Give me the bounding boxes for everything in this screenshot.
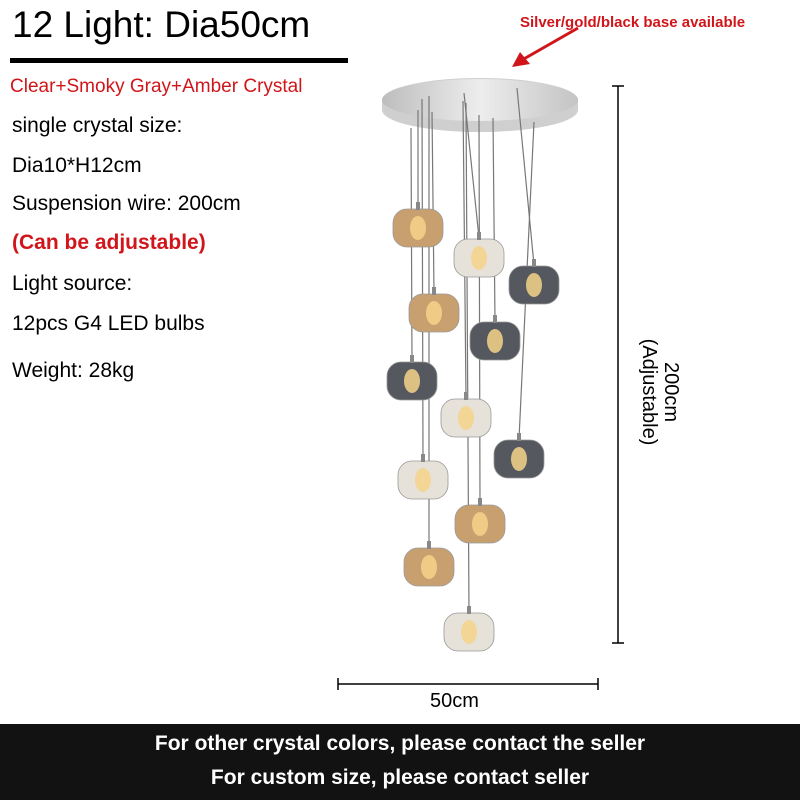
crystal-pendant-amber (392, 202, 444, 248)
crystal-pendant-smoky (493, 433, 545, 479)
spec-weight: Weight: 28kg (12, 359, 135, 382)
suspension-wire (492, 117, 496, 322)
bulb-icon (461, 620, 477, 644)
spec-suspension-wire: Suspension wire: 200cm (12, 192, 241, 215)
height-dimension-line (612, 85, 624, 644)
banner-line-size: For custom size, please contact seller (210, 766, 590, 789)
crystal-pendant-amber (454, 498, 506, 544)
spec-adjustable-note: (Can be adjustable) (12, 231, 206, 254)
bulb-icon (415, 468, 431, 492)
spec-light-source-value: 12pcs G4 LED bulbs (12, 312, 205, 335)
width-dimension-line (337, 678, 599, 690)
crystal-pendant-amber (403, 541, 455, 587)
spec-crystal-size-value: Dia10*H12cm (12, 154, 142, 177)
crystal-pendant-amber (408, 287, 460, 333)
height-note: (Adjustable) (638, 338, 660, 446)
crystal-type-label: Clear+Smoky Gray+Amber Crystal (10, 76, 303, 97)
title-underline (10, 58, 348, 63)
bulb-icon (458, 406, 474, 430)
bulb-icon (472, 512, 488, 536)
crystal-pendant-clear (443, 606, 495, 652)
bulb-icon (426, 301, 442, 325)
chandelier-illustration (337, 26, 624, 690)
bulb-icon (526, 273, 542, 297)
bulb-icon (404, 369, 420, 393)
spec-crystal-size-label: single crystal size: (12, 114, 183, 137)
height-value: 200cm (660, 361, 682, 423)
banner-line-colors: For other crystal colors, please contact… (154, 732, 646, 755)
crystal-pendant-smoky (469, 315, 521, 361)
crystal-pendant-smoky (386, 355, 438, 401)
suspension-wire (478, 114, 481, 505)
spec-light-source-label: Light source: (12, 272, 133, 295)
contact-banner: For other crystal colors, please contact… (0, 724, 800, 800)
width-dimension-label: 50cm (430, 690, 479, 712)
crystal-pendant-clear (440, 392, 492, 438)
height-dimension-label: 200cm (Adjustable) (638, 337, 682, 447)
crystal-pendant-clear (397, 454, 449, 500)
crystal-pendant-clear (453, 232, 505, 278)
suspension-wire (516, 87, 535, 266)
crystal-pendant-smoky (508, 259, 560, 305)
base-color-note: Silver/gold/black base available (520, 14, 746, 31)
ceiling-base (382, 78, 578, 132)
suspension-wire (421, 98, 424, 461)
bulb-icon (471, 246, 487, 270)
bulb-icon (421, 555, 437, 579)
bulb-icon (487, 329, 503, 353)
bulb-icon (410, 216, 426, 240)
bulb-icon (511, 447, 527, 471)
crystal-pendants (386, 202, 560, 652)
suspension-wire (431, 111, 435, 294)
red-arrow-icon (512, 26, 579, 67)
page-title: 12 Light: Dia50cm (12, 4, 311, 45)
